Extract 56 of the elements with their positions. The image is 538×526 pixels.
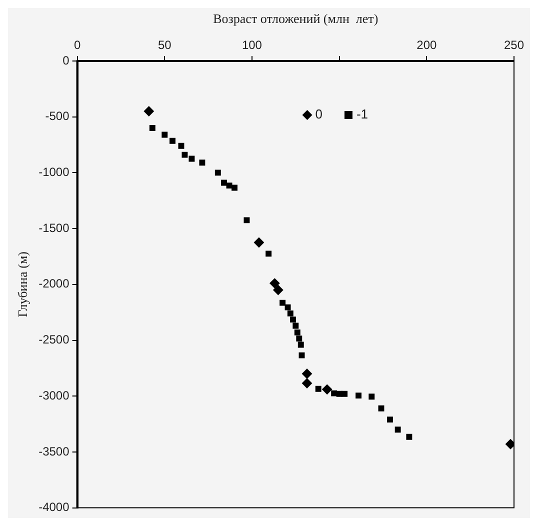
point: [287, 310, 294, 316]
y-tick-label: -3000: [38, 388, 70, 402]
point: [322, 384, 332, 394]
y-axis-title: Глубина (м): [15, 252, 30, 318]
x-tick-label: 50: [158, 38, 172, 52]
legend-label: 0: [315, 106, 322, 122]
x-tick-label: 250: [504, 38, 524, 52]
x-axis-title: Возраст отложений (млн лет): [213, 11, 378, 26]
point: [273, 284, 284, 295]
legend-label: -1: [356, 106, 368, 122]
y-tick-label: -2000: [38, 276, 70, 291]
point: [221, 180, 227, 186]
y-tick-label: -3500: [38, 444, 70, 458]
point: [406, 434, 412, 440]
point: [232, 184, 238, 191]
point: [294, 329, 300, 336]
x-tick-label: 100: [242, 38, 262, 52]
point: [342, 390, 348, 397]
point: [356, 392, 362, 399]
point: [280, 300, 286, 306]
point: [298, 342, 304, 348]
point: [292, 322, 299, 329]
point: [378, 405, 384, 412]
point: [315, 386, 322, 392]
point: [331, 390, 338, 396]
y-tick-label: -2500: [38, 332, 70, 347]
point: [302, 368, 312, 379]
y-tick-label: -500: [45, 109, 70, 124]
point: [199, 160, 206, 166]
x-tick-label: 200: [416, 38, 437, 52]
y-tick-label: 0: [62, 53, 70, 68]
point: [214, 170, 221, 176]
point: [302, 378, 312, 388]
y-tick-label: -4000: [38, 500, 70, 514]
point: [298, 352, 305, 358]
point: [284, 304, 291, 310]
point: [178, 142, 184, 149]
point: [394, 426, 401, 433]
point: [226, 182, 232, 189]
point: [170, 138, 176, 144]
point: [244, 217, 250, 224]
point: [182, 152, 188, 158]
point: [254, 238, 264, 248]
point: [290, 316, 296, 323]
point: [266, 250, 272, 257]
point: [149, 125, 156, 131]
point: [368, 394, 375, 400]
point: [270, 278, 280, 288]
point: [162, 132, 168, 138]
point: [144, 106, 154, 116]
point: [387, 416, 393, 423]
y-tick-label: -1000: [38, 165, 70, 180]
y-tick-label: -1500: [38, 220, 70, 235]
point: [296, 336, 302, 342]
point: [188, 156, 195, 162]
x-tick-label: 0: [74, 38, 81, 52]
